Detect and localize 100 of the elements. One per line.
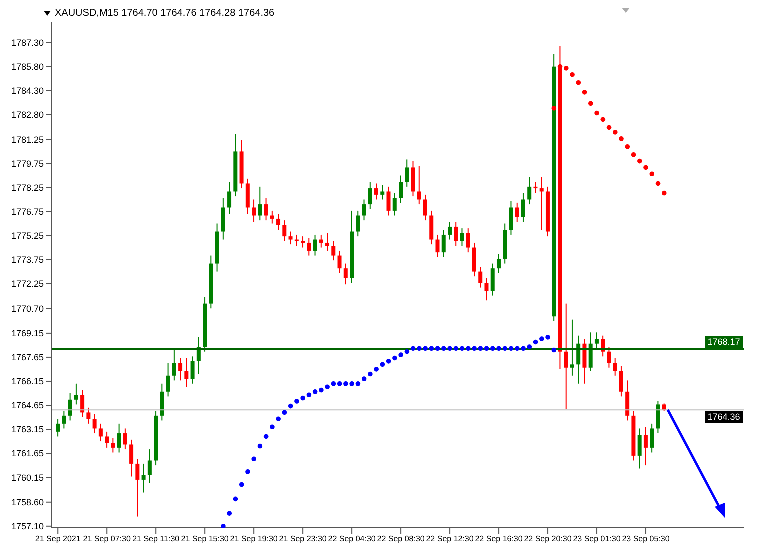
y-tick-label: 1763.15 [11,424,44,435]
point [344,381,348,386]
point [552,348,557,353]
candlestick [252,199,256,223]
point [540,336,544,342]
candlestick [399,175,403,204]
point [521,346,526,352]
x-tick-label: 23 Sep 05:30 [622,534,670,544]
candlestick [92,414,97,434]
candlestick [142,463,146,494]
point [460,346,465,352]
point [594,110,600,116]
x-tick-label: 21 Sep 19:30 [230,534,278,544]
point [350,381,354,386]
point [264,434,269,440]
candlestick [270,210,274,224]
point [362,376,367,382]
y-tick-label: 1767.65 [11,352,44,363]
candlestick [68,392,72,422]
point [356,381,361,386]
candlestick [644,426,648,466]
candlestick [448,222,452,240]
candlestick [111,438,116,454]
y-tick-label: 1776.75 [11,206,44,217]
point [374,367,379,372]
y-tick-label: 1782.80 [11,110,44,120]
candlestick [534,182,538,194]
candlestick [380,184,385,200]
y-tick-label: 1769.15 [11,328,44,339]
x-tick-label: 22 Sep 04:30 [328,534,376,544]
x-tick-label: 22 Sep 20:30 [524,534,572,544]
point [625,144,630,150]
point [429,346,434,352]
point [637,158,642,164]
candlestick [276,214,281,231]
point [650,172,655,177]
y-tick-label: 1766.15 [11,376,44,387]
point [239,482,244,488]
x-tick-label: 21 Sep 15:30 [181,534,230,544]
point [233,496,238,502]
point [496,346,502,352]
point [484,346,490,352]
y-tick-label: 1760.15 [11,472,44,483]
candlestick [528,176,532,206]
candlestick [148,449,152,484]
point [533,340,538,345]
candlestick [294,234,299,247]
point [576,80,582,86]
y-tick-label: 1770.70 [11,304,44,314]
candlestick [490,263,495,296]
candlestick [338,250,342,274]
candlestick [405,159,410,188]
point [508,346,514,352]
candlestick [307,238,312,256]
point [564,66,569,71]
point [270,424,275,430]
point [398,352,404,358]
point [300,396,306,401]
point [325,384,330,390]
candlestick [386,186,391,216]
point [258,444,263,449]
candlestick [117,423,122,454]
chart-title: XAUUSD,M15 1764.70 1764.76 1764.28 1764.36 [55,8,275,19]
point [631,152,636,158]
candlestick [570,319,574,376]
candlestick [326,232,330,252]
candlestick [460,228,464,247]
candlestick [436,234,440,258]
y-tick-label: 1785.80 [11,62,44,72]
point [410,346,416,352]
y-tick-label: 1773.75 [11,254,44,265]
y-tick-label: 1772.25 [11,279,44,289]
candlestick [442,230,446,258]
candlestick [368,182,372,210]
point [368,372,373,377]
candlestick [86,407,91,424]
point [454,346,459,352]
candlestick [80,390,85,418]
point [282,410,288,416]
point [252,456,256,462]
candlestick [496,254,501,274]
candlestick [56,418,60,438]
candlestick [74,383,78,406]
candlestick [123,428,128,450]
candlestick [362,199,366,222]
point [442,346,446,352]
candlestick [356,210,360,238]
y-tick-label: 1775.25 [11,230,44,241]
point [331,381,336,386]
candlestick [594,332,599,350]
point [478,346,484,352]
y-tick-label: 1781.25 [11,134,44,145]
candlestick [178,358,183,382]
y-tick-label: 1757.10 [11,522,44,532]
point [246,470,250,474]
point [306,392,312,398]
point [294,399,300,404]
y-tick-label: 1758.60 [11,498,44,508]
point [490,346,496,352]
point [582,90,588,95]
